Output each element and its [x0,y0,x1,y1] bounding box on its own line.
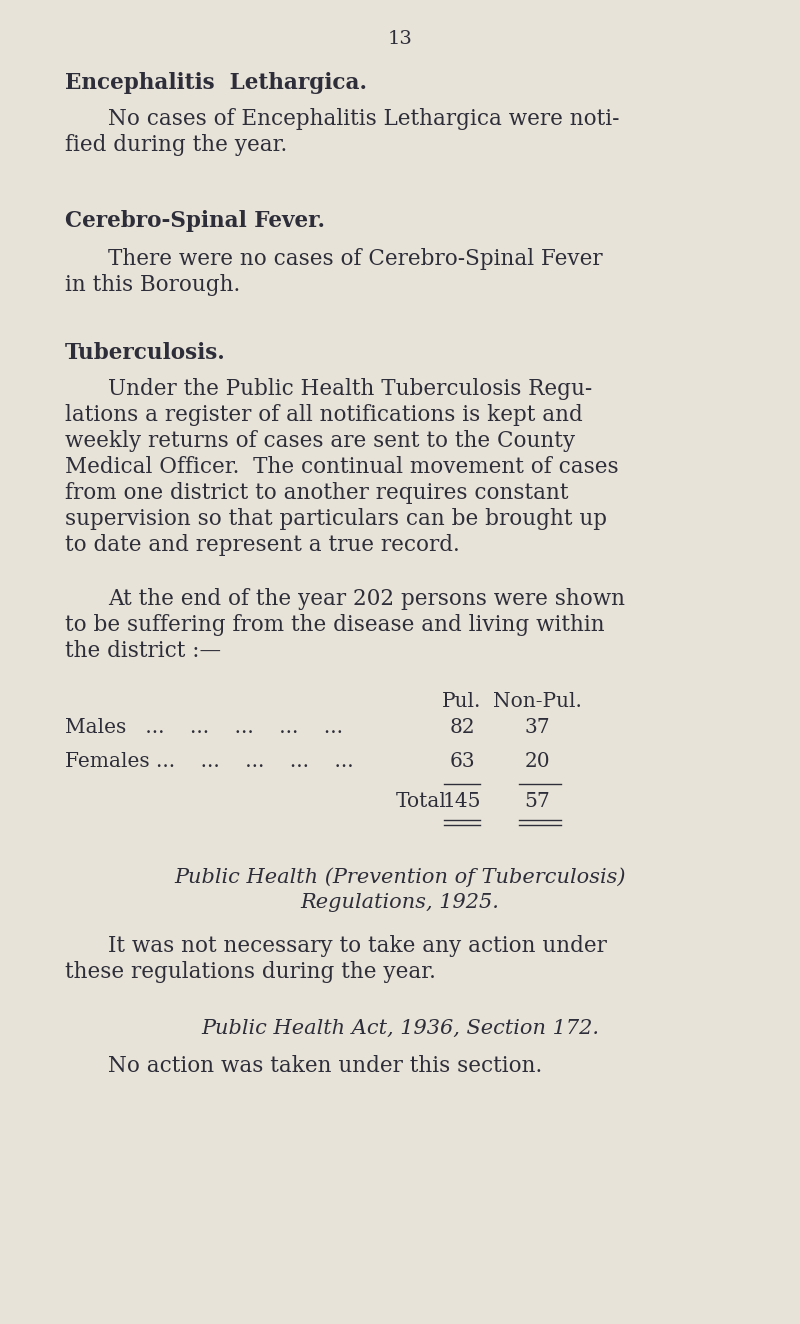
Text: 57: 57 [524,792,550,812]
Text: Medical Officer.  The continual movement of cases: Medical Officer. The continual movement … [65,455,618,478]
Text: supervision so that particulars can be brought up: supervision so that particulars can be b… [65,508,607,530]
Text: these regulations during the year.: these regulations during the year. [65,961,436,982]
Text: weekly returns of cases are sent to the County: weekly returns of cases are sent to the … [65,430,575,451]
Text: At the end of the year 202 persons were shown: At the end of the year 202 persons were … [108,588,625,610]
Text: Pul.: Pul. [442,692,482,711]
Text: Encephalitis  Lethargica.: Encephalitis Lethargica. [65,71,367,94]
Text: from one district to another requires constant: from one district to another requires co… [65,482,569,504]
Text: 37: 37 [524,718,550,737]
Text: Males   ...    ...    ...    ...    ...: Males ... ... ... ... ... [65,718,343,737]
Text: No cases of Encephalitis Lethargica were noti-: No cases of Encephalitis Lethargica were… [108,109,619,130]
Text: Under the Public Health Tuberculosis Regu-: Under the Public Health Tuberculosis Reg… [108,377,592,400]
Text: 63: 63 [449,752,475,771]
Text: 145: 145 [442,792,482,812]
Text: the district :—: the district :— [65,639,221,662]
Text: in this Borough.: in this Borough. [65,274,240,297]
Text: Public Health Act, 1936, Section 172.: Public Health Act, 1936, Section 172. [201,1019,599,1038]
Text: Regulations, 1925.: Regulations, 1925. [301,892,499,912]
Text: There were no cases of Cerebro-Spinal Fever: There were no cases of Cerebro-Spinal Fe… [108,248,602,270]
Text: 82: 82 [449,718,475,737]
Text: to be suffering from the disease and living within: to be suffering from the disease and liv… [65,614,605,636]
Text: to date and represent a true record.: to date and represent a true record. [65,534,460,556]
Text: Tuberculosis.: Tuberculosis. [65,342,226,364]
Text: Non-Pul.: Non-Pul. [493,692,582,711]
Text: fied during the year.: fied during the year. [65,134,287,156]
Text: It was not necessary to take any action under: It was not necessary to take any action … [108,935,607,957]
Text: Total: Total [396,792,447,812]
Text: 13: 13 [387,30,413,48]
Text: Females ...    ...    ...    ...    ...: Females ... ... ... ... ... [65,752,354,771]
Text: Cerebro-Spinal Fever.: Cerebro-Spinal Fever. [65,211,325,232]
Text: Public Health (Prevention of Tuberculosis): Public Health (Prevention of Tuberculosi… [174,867,626,887]
Text: No action was taken under this section.: No action was taken under this section. [108,1055,542,1076]
Text: 20: 20 [524,752,550,771]
Text: lations a register of all notifications is kept and: lations a register of all notifications … [65,404,582,426]
